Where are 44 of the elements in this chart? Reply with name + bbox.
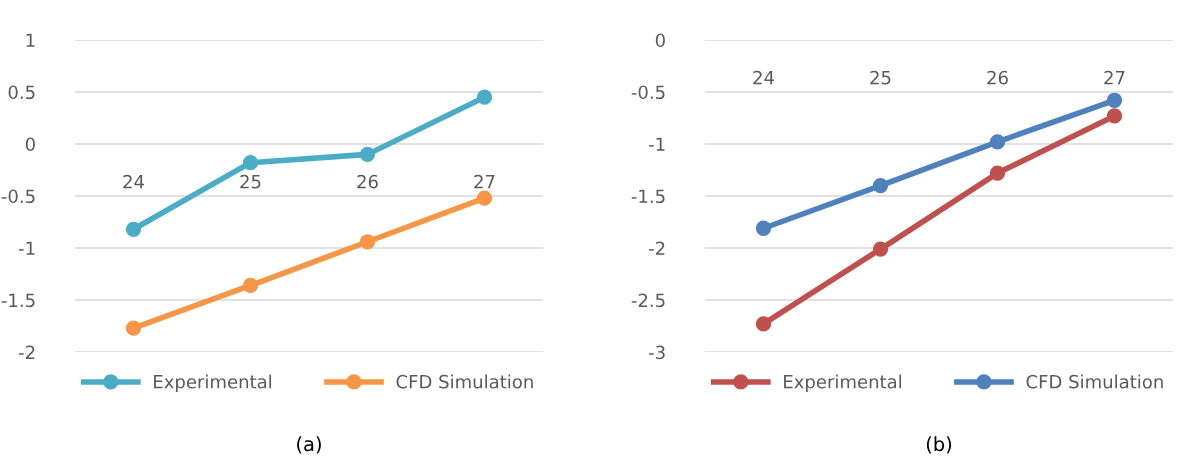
y-tick-label: -1.5 <box>631 189 665 204</box>
y-tick-label: -0.5 <box>631 85 665 100</box>
y-tick-label: 0.5 <box>8 85 35 100</box>
y-tick-label: -1 <box>648 137 665 151</box>
x-tick-label: 27 <box>474 174 495 189</box>
point <box>476 89 493 105</box>
point <box>1106 108 1123 124</box>
x-tick-label: 24 <box>123 174 144 189</box>
x-tick-label: 25 <box>870 70 891 85</box>
point <box>242 155 259 171</box>
text: (a) <box>297 436 321 454</box>
x-tick-label: 24 <box>753 70 774 85</box>
legend-label: CFD Simulation <box>1026 374 1163 389</box>
y-tick-label: -2.5 <box>631 293 665 308</box>
point <box>872 177 889 194</box>
point <box>989 134 1006 150</box>
y-tick-label: -0.5 <box>1 189 35 204</box>
point <box>242 277 259 294</box>
x-tick-label: 26 <box>357 174 378 189</box>
point <box>989 165 1006 181</box>
x-tick-label: 27 <box>1104 70 1125 85</box>
point <box>125 320 142 336</box>
point <box>872 241 889 257</box>
legend-label: CFD Simulation <box>396 374 533 389</box>
point <box>359 146 376 163</box>
y-tick-label: 0 <box>25 137 35 152</box>
x-tick-label: 25 <box>240 174 261 189</box>
point <box>125 221 142 237</box>
y-tick-label: -3 <box>648 345 665 360</box>
point <box>755 316 772 332</box>
legend-label: Experimental <box>784 374 902 393</box>
point <box>1106 92 1123 108</box>
y-tick-label: -2 <box>18 345 35 359</box>
point <box>476 190 493 206</box>
y-tick-label: 0 <box>655 33 665 48</box>
point <box>755 220 772 236</box>
y-tick-label: 1 <box>26 33 35 47</box>
point <box>359 234 376 250</box>
y-tick-label: -2 <box>648 241 665 255</box>
y-tick-label: -1.5 <box>1 293 35 308</box>
legend-label: Experimental <box>154 374 272 393</box>
x-tick-label: 26 <box>987 70 1008 85</box>
text: (b) <box>926 436 952 454</box>
y-tick-label: -1 <box>18 241 35 255</box>
